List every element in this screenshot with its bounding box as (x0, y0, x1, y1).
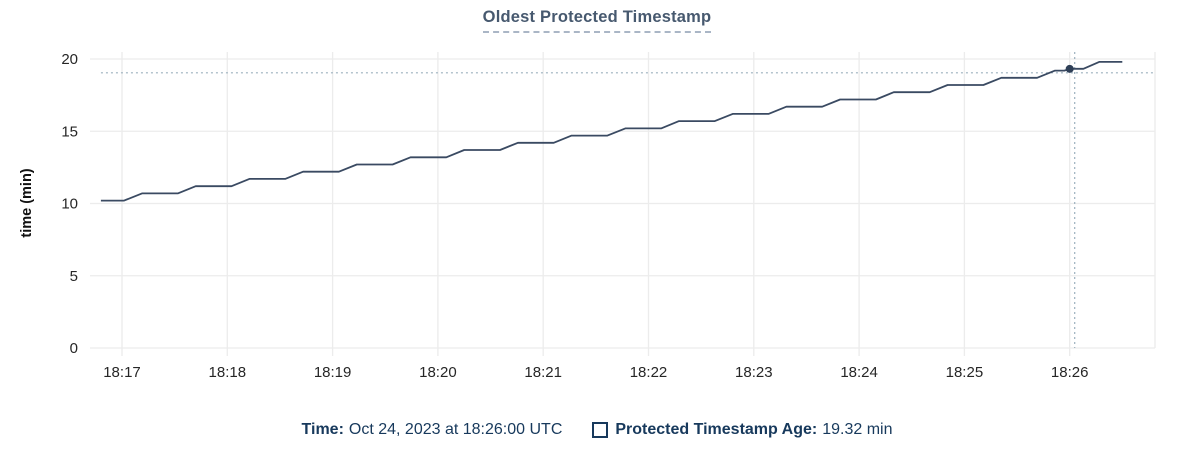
y-tick-label: 20 (61, 51, 78, 68)
y-axis-label: time (min) (19, 168, 35, 237)
x-tick-label: 18:23 (735, 364, 773, 381)
series-value: 19.32 min (822, 421, 893, 438)
chart-plot-area[interactable]: 0 5 10 15 20 18:17 18:18 18:19 18:20 18:21 18:22 18… (0, 0, 1194, 400)
y-tick-label: 10 (61, 196, 78, 213)
x-tick-label: 18:25 (946, 364, 984, 381)
series-label: Protected Timestamp Age: (615, 421, 818, 438)
age-series-line (100, 61, 1123, 202)
chart-footer: Time: Oct 24, 2023 at 18:26:00 UTC Protec… (0, 421, 1194, 439)
x-tick-label: 18:24 (840, 364, 878, 381)
y-tick-label: 0 (70, 340, 78, 357)
crosshair-layer (100, 52, 1155, 348)
x-tick-label: 18:20 (419, 364, 457, 381)
series-layer (100, 61, 1123, 202)
axis-labels: 0 5 10 15 20 18:17 18:18 18:19 18:20 18:21 18:22 18… (61, 51, 1088, 381)
chart-title[interactable]: Oldest Protected Timestamp (482, 8, 712, 33)
time-label: Time: (301, 421, 344, 438)
series-swatch-icon[interactable] (592, 422, 609, 438)
chart-header: Oldest Protected Timestamp (0, 8, 1194, 33)
x-tick-label: 18:19 (314, 364, 352, 381)
grid-layer (90, 52, 1156, 356)
legend-item-protected-timestamp-age[interactable]: Protected Timestamp Age: 19.32 min (592, 421, 892, 439)
x-tick-label: 18:26 (1051, 364, 1089, 381)
x-tick-label: 18:18 (209, 364, 247, 381)
x-tick-label: 18:22 (630, 364, 668, 381)
hover-time-readout: Time: Oct 24, 2023 at 18:26:00 UTC (302, 421, 563, 439)
x-tick-label: 18:17 (103, 364, 141, 381)
x-tick-label: 18:21 (524, 364, 562, 381)
y-tick-label: 5 (70, 268, 78, 285)
time-value: Oct 24, 2023 at 18:26:00 UTC (348, 421, 563, 438)
y-tick-label: 15 (61, 123, 78, 140)
hover-point (1065, 64, 1074, 73)
